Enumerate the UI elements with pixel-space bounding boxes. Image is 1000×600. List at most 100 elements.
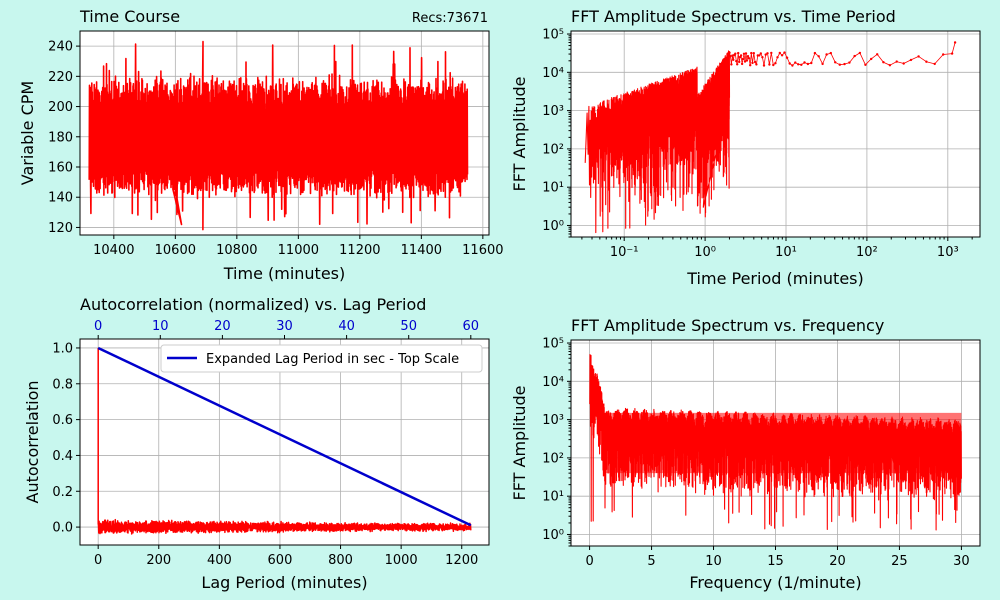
- fft-period-point: [829, 51, 832, 55]
- legend-box: [160, 344, 483, 373]
- top-tick-label: 10: [152, 319, 169, 334]
- ytick-label: 10³: [542, 104, 564, 119]
- fft-period-point: [770, 51, 773, 55]
- ylabel-fft-frequency: FFT Amplitude: [510, 386, 529, 501]
- fft-period-point: [749, 63, 752, 67]
- fft-period-point: [791, 64, 794, 67]
- fft-period-point: [895, 60, 898, 63]
- xtick-label: 1000: [385, 553, 418, 568]
- xticks-time-course: 10400 10600 10800 11000 11200 11400 11600: [93, 235, 504, 258]
- ylabel-fft-period: FFT Amplitude: [510, 77, 529, 192]
- fft-frequency-band: [604, 412, 962, 474]
- xtick-label: 10800: [216, 243, 257, 258]
- xtick-label: 11000: [278, 243, 319, 258]
- fft-period-point: [758, 54, 761, 57]
- ytick-label: 10⁵: [542, 337, 564, 352]
- xtick-label: 25: [891, 554, 908, 569]
- xtick-label: 10³: [937, 245, 959, 260]
- ytick-label: 10⁴: [542, 66, 564, 81]
- fft-period-point: [780, 54, 784, 57]
- fft-period-point: [734, 52, 737, 55]
- frame-time-course: [79, 30, 490, 236]
- fft-period-point: [810, 61, 813, 65]
- fft-period-point: [743, 60, 747, 63]
- fft-period-point: [736, 63, 739, 66]
- fft-period-point: [882, 61, 885, 64]
- ytick-label: 10¹: [542, 181, 564, 196]
- ytick-label: 120: [48, 221, 73, 236]
- fft-period-point: [764, 53, 767, 56]
- fft-period-point: [731, 54, 734, 57]
- data-fft-frequency: [589, 353, 962, 531]
- fft-period-point: [783, 51, 786, 54]
- fft-period-point: [953, 41, 957, 44]
- ytick-label: 1.0: [52, 341, 73, 356]
- fft-period-point: [794, 61, 797, 64]
- xlabel-fft-frequency: Frequency (1/minute): [689, 573, 861, 592]
- ytick-label: 10⁰: [542, 219, 564, 234]
- xtick-label: 10: [705, 554, 722, 569]
- fft-period-point: [735, 59, 738, 63]
- xtick-label: 10²: [856, 245, 878, 260]
- fft-period-point: [821, 62, 824, 66]
- top-ticks-autocorrelation: 0 10 20 30 40 50 60: [94, 319, 479, 339]
- panel-fft-frequency: FFT Amplitude Spectrum vs. Frequency 0 5 1…: [510, 316, 981, 592]
- xticks-fft-frequency: 0 5 10 15 20 25 30: [585, 546, 970, 569]
- top-tick-label: 0: [94, 319, 102, 334]
- ytick-label: 10²: [542, 451, 564, 466]
- fft-period-point: [746, 55, 750, 58]
- fft-period-point: [761, 56, 764, 59]
- fft-period-point: [730, 63, 733, 66]
- ytick-label: 10⁵: [542, 28, 564, 43]
- xtick-label: 1200: [445, 553, 478, 568]
- legend-label: Expanded Lag Period in sec - Top Scale: [206, 352, 459, 367]
- fft-period-point: [848, 61, 851, 64]
- ytick-label: 240: [48, 40, 73, 55]
- fft-period-point: [817, 55, 820, 58]
- fft-period-point: [825, 53, 828, 56]
- xtick-label: 11600: [462, 243, 503, 258]
- panel-fft-period: FFT Amplitude Spectrum vs. Time Period 1…: [510, 7, 981, 288]
- fft-period-point: [785, 56, 789, 59]
- xlabel-time-course: Time (minutes): [223, 264, 346, 283]
- fft-period-point: [759, 52, 762, 55]
- fft-period-point: [729, 55, 732, 58]
- panel-time-course: Time Course Recs:73671 10400 10600 10800 11…: [18, 7, 504, 283]
- ytick-label: 140: [48, 191, 73, 206]
- ytick-label: 0.6: [52, 413, 73, 428]
- panel-autocorrelation: Autocorrelation (normalized) vs. Lag Per…: [23, 295, 490, 592]
- fft-period-tail: [729, 42, 956, 66]
- xtick-label: 0: [94, 553, 102, 568]
- ytick-label: 0.8: [52, 377, 73, 392]
- xtick-label: 400: [207, 553, 232, 568]
- legend: Expanded Lag Period in sec - Top Scale: [160, 344, 483, 373]
- fft-period-point: [788, 62, 791, 65]
- expanded-lag-line: [97, 346, 472, 527]
- fft-period-point: [843, 62, 846, 66]
- xtick-label: 30: [953, 554, 970, 569]
- fft-period-point: [728, 51, 731, 54]
- fft-period-point: [950, 52, 954, 55]
- fft-period-point: [888, 63, 892, 67]
- fft-period-point: [858, 51, 862, 55]
- title-time-course: Time Course: [79, 7, 180, 26]
- ytick-label: 220: [48, 70, 73, 85]
- data-fft-period: [584, 41, 957, 234]
- fft-period-point: [902, 62, 905, 65]
- fft-period-point: [745, 59, 749, 62]
- xtick-label: 5: [647, 554, 655, 569]
- data-autocorrelation: [97, 346, 472, 535]
- fft-period-point: [834, 61, 837, 64]
- xtick-label: 11200: [339, 243, 380, 258]
- ytick-label: 200: [48, 100, 73, 115]
- xtick-label: 11400: [401, 243, 442, 258]
- xtick-label: 15: [767, 554, 784, 569]
- fft-period-point: [741, 57, 745, 61]
- ytick-label: 0.2: [52, 485, 73, 500]
- xtick-label: 800: [328, 553, 353, 568]
- fft-period-point: [739, 54, 743, 57]
- title-fft-period: FFT Amplitude Spectrum vs. Time Period: [571, 7, 896, 26]
- top-tick-label: 30: [276, 319, 293, 334]
- fft-period-point: [917, 55, 920, 58]
